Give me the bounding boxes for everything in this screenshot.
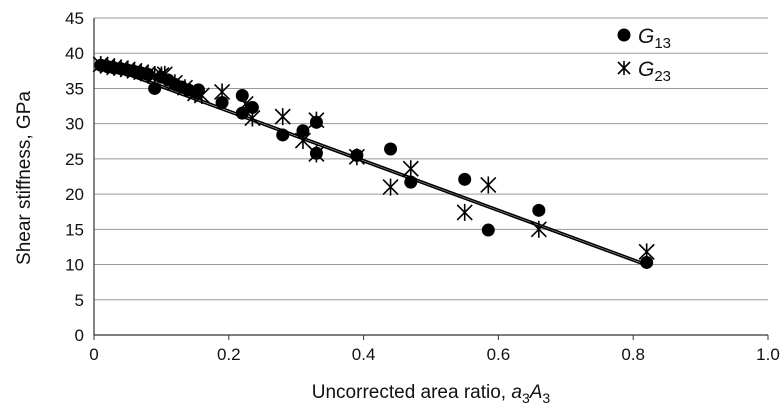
legend-label-g23-base: G bbox=[638, 58, 654, 81]
legend-label-g13-sub: 13 bbox=[654, 35, 671, 52]
point-g23 bbox=[530, 220, 547, 238]
point-g13 bbox=[245, 100, 259, 114]
point-g13 bbox=[276, 128, 290, 142]
point-g23 bbox=[156, 65, 173, 83]
legend-label-g13-base: G bbox=[638, 25, 654, 48]
y-tick-label: 25 bbox=[65, 150, 84, 169]
y-tick-label: 35 bbox=[65, 79, 84, 98]
point-g23 bbox=[382, 178, 399, 196]
trendlines bbox=[100, 62, 647, 267]
point-g13 bbox=[215, 96, 229, 110]
x-tick-label: 0.8 bbox=[621, 345, 645, 364]
x-tick-label: 0.6 bbox=[487, 345, 511, 364]
legend-label-g23: G23 bbox=[638, 58, 671, 85]
legend: G13 G23 bbox=[617, 25, 671, 85]
y-tick-labels: 0 5 10 15 20 25 30 35 40 45 bbox=[65, 9, 84, 345]
data-points bbox=[92, 55, 655, 269]
y-tick-label: 40 bbox=[65, 44, 84, 63]
point-g23 bbox=[193, 86, 210, 104]
x-axis-title-text: Uncorrected area ratio, bbox=[312, 382, 512, 403]
point-g23 bbox=[294, 132, 312, 150]
y-tick-label: 15 bbox=[65, 220, 84, 239]
legend-label-g13: G13 bbox=[638, 25, 671, 52]
y-tick-label: 20 bbox=[65, 185, 84, 204]
y-axis-title: Shear stiffness, GPa bbox=[14, 91, 35, 265]
point-g13 bbox=[296, 124, 310, 138]
point-g23 bbox=[308, 111, 325, 129]
trendline-g13 bbox=[100, 64, 647, 267]
x-axis-title: Uncorrected area ratio, a3A3 bbox=[312, 382, 551, 406]
point-g23 bbox=[274, 108, 291, 126]
point-g23 bbox=[402, 160, 419, 178]
x-tick-label: 1.0 bbox=[756, 345, 780, 364]
point-g23 bbox=[153, 66, 170, 84]
point-g13 bbox=[384, 142, 398, 156]
x-tick-labels: 0 0.2 0.4 0.6 0.8 1.0 bbox=[89, 335, 780, 364]
point-g23 bbox=[456, 203, 473, 221]
legend-label-g23-sub: 23 bbox=[654, 68, 671, 85]
point-g13 bbox=[404, 175, 418, 189]
axes bbox=[93, 18, 768, 336]
gridlines bbox=[94, 17, 768, 301]
y-tick-label: 0 bbox=[75, 326, 84, 345]
point-g13 bbox=[640, 255, 654, 269]
x-axis-title-var-a: a bbox=[511, 382, 522, 403]
point-g13 bbox=[532, 203, 546, 217]
point-g23 bbox=[308, 145, 325, 163]
point-g23 bbox=[176, 79, 194, 97]
x-tick-label: 0 bbox=[89, 345, 98, 364]
x-tick-label: 0.4 bbox=[352, 345, 376, 364]
x-axis-title-sub-b: 3 bbox=[542, 390, 550, 406]
legend-marker-g13 bbox=[617, 28, 631, 42]
point-g13 bbox=[148, 81, 162, 95]
point-g23 bbox=[348, 148, 365, 166]
point-g23 bbox=[638, 243, 655, 261]
point-g23 bbox=[237, 95, 254, 113]
x-axis-title-var-b: A bbox=[529, 382, 543, 403]
x-axis-title-sub-a: 3 bbox=[522, 390, 530, 406]
point-g23 bbox=[480, 176, 497, 194]
y-tick-label: 30 bbox=[65, 115, 84, 134]
point-g23 bbox=[244, 109, 261, 127]
y-tick-label: 45 bbox=[65, 9, 84, 28]
point-g23 bbox=[166, 74, 183, 92]
point-g13 bbox=[458, 172, 472, 186]
point-g13 bbox=[481, 223, 495, 237]
y-tick-label: 10 bbox=[65, 256, 84, 275]
point-g23 bbox=[213, 83, 231, 101]
x-tick-label: 0.2 bbox=[217, 345, 241, 364]
legend-marker-g23 bbox=[617, 61, 631, 75]
y-tick-label: 5 bbox=[75, 291, 84, 310]
